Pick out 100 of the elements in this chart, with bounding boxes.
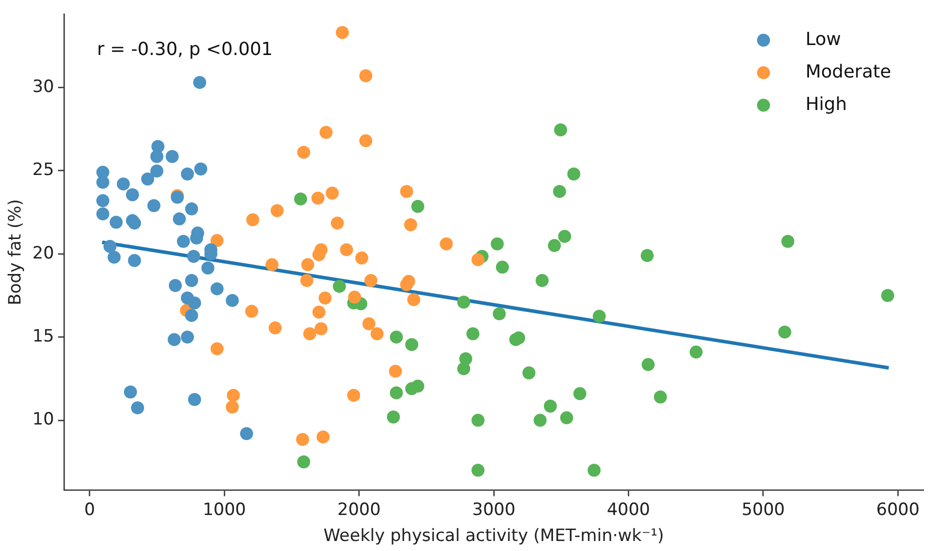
point (185, 202, 198, 216)
point (226, 294, 239, 307)
x-tick-label: 3000 (472, 500, 516, 520)
point (210, 342, 224, 356)
point (193, 76, 206, 89)
point (201, 262, 214, 275)
point (131, 401, 144, 414)
point (320, 126, 333, 139)
point (440, 237, 453, 250)
point (404, 218, 418, 232)
y-tick-label: 10 (32, 410, 54, 430)
point (400, 278, 414, 292)
legend-label: High (806, 94, 847, 115)
point (472, 414, 485, 427)
point (103, 240, 116, 253)
point (390, 386, 403, 400)
point (187, 250, 200, 263)
point (553, 184, 566, 198)
point (496, 260, 509, 274)
point (226, 400, 239, 414)
point (778, 326, 792, 339)
point (536, 274, 549, 287)
point (110, 216, 123, 229)
point (246, 213, 260, 226)
point (318, 291, 332, 304)
point (330, 216, 344, 230)
y-tick-label: 20 (32, 243, 54, 264)
point (294, 192, 308, 206)
point (210, 282, 224, 296)
point (185, 274, 198, 287)
point (573, 387, 586, 400)
point (326, 186, 339, 200)
point (180, 167, 194, 180)
point (176, 234, 190, 248)
point (522, 366, 536, 380)
y-tick-label: 15 (32, 326, 54, 347)
y-tick-label: 30 (32, 76, 54, 97)
point (405, 338, 418, 352)
point (226, 388, 240, 402)
point (268, 321, 282, 334)
point (300, 274, 314, 287)
point (364, 274, 378, 287)
point (362, 317, 376, 330)
point (303, 327, 316, 340)
point (472, 464, 485, 477)
point (642, 358, 655, 372)
point (150, 164, 164, 178)
point (359, 69, 372, 82)
point (567, 167, 580, 180)
annotation: r = -0.30, p <0.001 (97, 38, 273, 60)
point (457, 296, 470, 309)
point (245, 304, 258, 318)
point (548, 239, 561, 252)
point (512, 331, 526, 344)
point (314, 322, 328, 336)
point (407, 293, 420, 306)
point (297, 455, 310, 468)
x-tick-label: 2000 (337, 500, 381, 520)
point (370, 327, 384, 340)
point (544, 400, 557, 413)
point (297, 146, 310, 159)
point (172, 212, 186, 226)
point (270, 204, 284, 218)
point (166, 150, 179, 163)
point (128, 216, 141, 230)
point (388, 364, 402, 378)
point (141, 172, 154, 186)
point (108, 250, 121, 264)
point (188, 296, 202, 310)
x-tick-label: 5000 (742, 500, 785, 520)
point (96, 207, 110, 220)
point (411, 380, 424, 393)
x-tick-label: 6000 (876, 500, 920, 520)
point (311, 192, 324, 205)
point (340, 243, 354, 256)
point (347, 388, 360, 402)
point (490, 237, 504, 250)
point (126, 188, 139, 202)
point (210, 234, 224, 248)
x-axis-title: Weekly physical activity (MET-min·wk⁻¹) (323, 526, 664, 546)
point (336, 26, 349, 40)
point (592, 310, 606, 323)
point (492, 307, 506, 320)
point (390, 330, 403, 344)
point (558, 230, 572, 243)
point (266, 258, 279, 272)
point (312, 248, 326, 262)
point (386, 410, 400, 424)
point (168, 333, 181, 346)
point (128, 254, 141, 268)
point (359, 134, 372, 148)
point (411, 200, 424, 213)
point (168, 278, 182, 292)
x-tick-label: 4000 (606, 500, 650, 520)
point (472, 253, 485, 266)
point (240, 427, 254, 440)
point (640, 249, 654, 262)
point (654, 390, 667, 404)
legend-label: Moderate (806, 61, 892, 82)
point (466, 327, 480, 340)
